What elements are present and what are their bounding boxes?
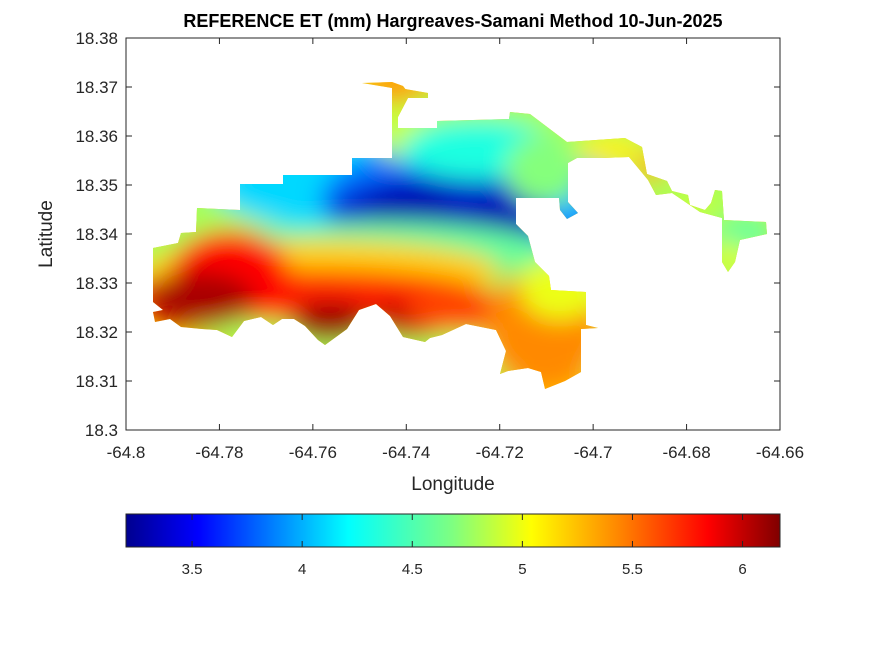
field-blobs	[153, 82, 767, 389]
x-axis-label: Longitude	[411, 474, 494, 495]
x-tick-label: -64.68	[662, 443, 710, 462]
x-axis: -64.8 -64.78 -64.76 -64.74 -64.72 -64.7 -64.68…	[107, 38, 804, 462]
colorbar-tick-label: 4	[298, 561, 306, 578]
x-tick-label: -64.8	[107, 443, 146, 462]
colorbar-ticks: 3.5 4 4.5 5 5.5 6	[182, 514, 747, 578]
field-shade-10	[153, 272, 255, 328]
x-tick-label: -64.7	[574, 443, 613, 462]
colorbar-tick-label: 6	[738, 561, 746, 578]
colorbar-gradient	[125, 513, 781, 548]
y-tick-label: 18.31	[75, 372, 118, 391]
y-tick-label: 18.33	[75, 274, 118, 293]
colorbar-tick-label: 5.5	[622, 561, 643, 578]
y-tick-label: 18.35	[75, 176, 118, 195]
y-axis: 18.3 18.31 18.32 18.33 18.34 18.35 18.36 18.37 1…	[75, 29, 780, 440]
y-tick-label: 18.34	[75, 225, 118, 244]
chart-title: REFERENCE ET (mm) Hargreaves-Samani Meth…	[183, 11, 722, 31]
y-tick-label: 18.32	[75, 323, 118, 342]
x-tick-label: -64.74	[382, 443, 430, 462]
y-tick-label: 18.36	[75, 127, 118, 146]
colorbar: 3.5 4 4.5 5 5.5 6	[125, 513, 781, 578]
field-shade-19	[505, 135, 585, 205]
x-tick-label: -64.78	[195, 443, 243, 462]
y-axis-label: Latitude	[36, 200, 57, 268]
x-tick-label: -64.66	[756, 443, 804, 462]
colorbar-tick-label: 3.5	[182, 561, 203, 578]
y-tick-label: 18.37	[75, 78, 118, 97]
y-tick-label: 18.38	[75, 29, 118, 48]
x-tick-label: -64.72	[476, 443, 524, 462]
x-tick-label: -64.76	[289, 443, 337, 462]
colorbar-tick-label: 5	[518, 561, 526, 578]
y-tick-label: 18.3	[85, 421, 118, 440]
colorbar-tick-label: 4.5	[402, 561, 423, 578]
